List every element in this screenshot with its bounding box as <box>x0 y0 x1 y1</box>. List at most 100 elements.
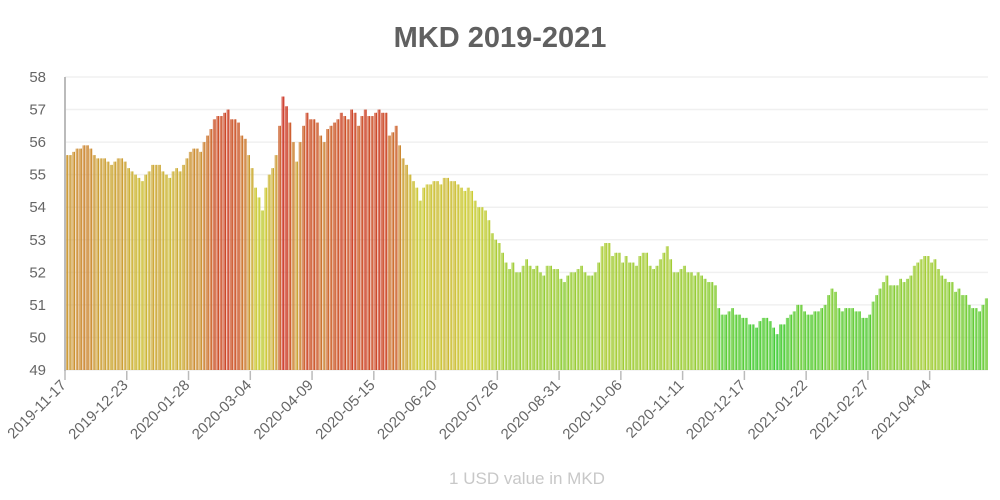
bar <box>470 190 474 370</box>
bar-edge <box>465 190 467 370</box>
bar <box>127 168 130 370</box>
bar <box>827 295 830 370</box>
bar-edge <box>856 311 858 370</box>
bar-edge <box>104 158 106 370</box>
bar <box>360 116 364 370</box>
bar-edge <box>166 174 168 370</box>
bar <box>693 275 697 370</box>
bar-edge <box>571 272 573 370</box>
x-tick-label: 2020-01-28 <box>127 377 193 443</box>
bar <box>291 142 295 370</box>
bar <box>339 112 343 371</box>
bar-edge <box>983 304 985 370</box>
bar-edge <box>204 142 206 370</box>
bar <box>68 155 72 370</box>
bar <box>96 158 100 370</box>
bar-edge <box>712 282 714 370</box>
bar-edge <box>777 334 779 370</box>
bar-edge <box>911 275 913 370</box>
y-tick-label: 53 <box>29 232 46 249</box>
bar <box>549 265 552 370</box>
bar <box>326 129 329 370</box>
bar <box>871 301 875 370</box>
bar <box>133 174 137 370</box>
bar-edge <box>341 112 343 371</box>
bar <box>737 314 741 370</box>
bar-edge <box>375 112 377 371</box>
bar <box>741 317 745 370</box>
bar <box>199 151 202 370</box>
bar-edge <box>533 269 535 370</box>
bar-edge <box>619 252 621 370</box>
y-tick-label: 58 <box>29 69 46 86</box>
bar-edge <box>441 184 443 370</box>
bar-edge <box>815 311 817 370</box>
bar <box>597 262 600 370</box>
bar-edge <box>101 158 103 370</box>
bar-edge <box>976 308 978 370</box>
bar-edge <box>410 174 412 370</box>
bar-edge <box>969 304 971 370</box>
x-tick-label: 2020-04-09 <box>251 377 317 443</box>
bar-edge <box>389 135 391 370</box>
bar <box>92 155 96 370</box>
bar <box>528 265 532 370</box>
bar <box>943 278 947 370</box>
bar <box>380 112 384 371</box>
bar-edge <box>266 187 268 370</box>
bar-edge <box>835 291 837 370</box>
bar <box>885 275 889 370</box>
x-tick-label: 2020-07-26 <box>436 377 502 443</box>
bar <box>545 265 549 370</box>
bar <box>243 138 247 370</box>
bar-edge <box>351 109 353 371</box>
bar-edge <box>598 262 600 370</box>
bar <box>456 184 460 370</box>
bar-edge <box>640 256 642 370</box>
bar <box>284 106 288 371</box>
bar <box>137 177 141 370</box>
bar-edge <box>626 256 628 370</box>
bar <box>854 311 858 370</box>
bar-edge <box>406 164 408 370</box>
bar <box>250 168 254 370</box>
bar-edge <box>348 119 350 370</box>
bar-edge <box>739 314 741 370</box>
bar <box>562 282 566 370</box>
bar <box>607 243 611 370</box>
bar <box>730 308 734 370</box>
bar <box>233 119 237 370</box>
bar <box>782 324 786 370</box>
bar <box>851 308 854 370</box>
bar-edge <box>622 262 624 370</box>
bar-edge <box>767 317 769 370</box>
bar <box>754 327 758 370</box>
bar-edge <box>73 151 75 370</box>
bar-edge <box>279 125 281 370</box>
bar <box>645 252 649 370</box>
bar <box>374 112 377 371</box>
bar <box>909 275 913 370</box>
bar-edge <box>444 177 446 370</box>
bar-edge <box>952 282 954 370</box>
x-tick-label: 2021-04-04 <box>868 377 934 443</box>
bar <box>477 207 480 370</box>
bar <box>415 187 419 370</box>
bar-edge <box>955 291 957 370</box>
x-axis-label: 1 USD value in MKD <box>449 469 605 488</box>
bar-edge <box>207 135 209 370</box>
bar-edge <box>269 174 271 370</box>
bar-edge <box>629 262 631 370</box>
bar-edge <box>918 262 920 370</box>
bar <box>466 187 470 370</box>
bar <box>507 269 511 370</box>
bar-edge <box>194 148 196 370</box>
bar-edge <box>880 288 882 370</box>
bar <box>404 164 408 370</box>
y-tick-label: 54 <box>29 199 46 216</box>
bar <box>984 298 988 370</box>
bar-edge <box>224 112 226 371</box>
bar-edge <box>526 259 528 370</box>
bar <box>905 278 909 370</box>
